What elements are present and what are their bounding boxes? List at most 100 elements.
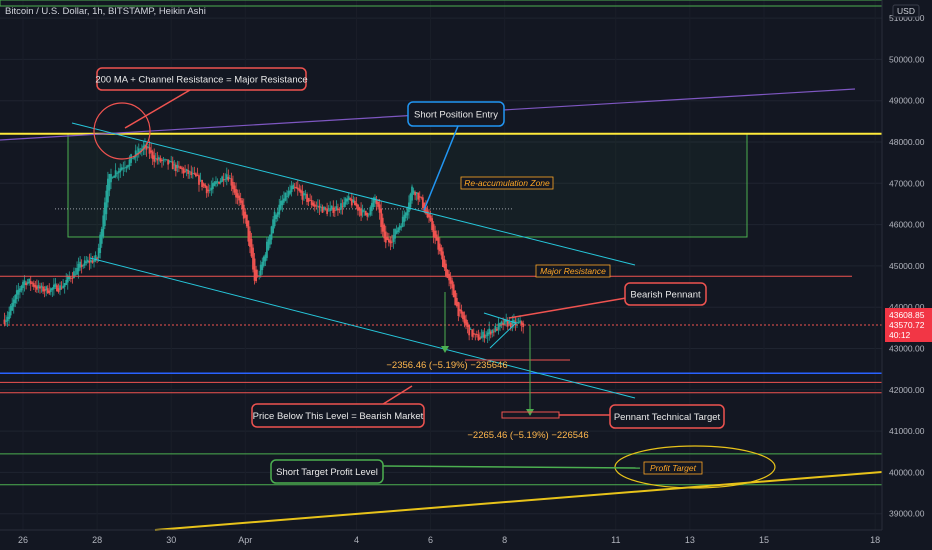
candle-body (242, 204, 245, 219)
candle-body (99, 234, 102, 253)
candle-body (482, 331, 484, 338)
candle-body (363, 210, 366, 212)
candle-body (406, 208, 409, 216)
time-axis[interactable]: 26 28 30 Apr 4 6 8 11 13 15 18 (0, 529, 882, 545)
candle-body (327, 210, 330, 212)
candle-body (218, 181, 220, 184)
candle-body (187, 170, 190, 174)
short-target-callout-text: Short Target Profit Level (276, 467, 378, 478)
short-target-callout-pointer (382, 465, 641, 469)
grid-lines (0, 17, 882, 515)
chart-title: Bitcoin / U.S. Dollar, 1h, BITSTAMP, Hei… (5, 6, 206, 17)
candle-body (125, 166, 128, 168)
candle-body (82, 265, 85, 267)
pennant-target-callout-box (609, 404, 725, 429)
bearish-pennant-callout-text: Bearish Pennant (630, 290, 701, 301)
candle-body (108, 174, 111, 191)
price-axis[interactable]: 51000.00 50000.00 49000.00 48000.00 47000.00… (881, 0, 932, 550)
candle-body (440, 247, 443, 256)
candle-body (434, 230, 437, 239)
candle-body (5, 320, 7, 322)
candle-body (350, 198, 353, 206)
candle-body (489, 331, 492, 335)
candle-body (269, 234, 271, 245)
candle-body (403, 214, 406, 222)
candle-body (349, 198, 352, 200)
profit-target-label-text: Profit Target (650, 463, 697, 473)
reaccumulation-zone (67, 133, 748, 238)
candle-body (389, 240, 392, 244)
candle-body (222, 179, 225, 181)
candle-body (252, 247, 254, 270)
candle-body (397, 227, 400, 233)
candle-body (278, 204, 281, 215)
candle-body (296, 187, 299, 190)
candle-body (329, 208, 332, 211)
candle-body (159, 158, 162, 162)
ma-resistance-callout-box (96, 67, 307, 91)
profit-target-label-box (643, 461, 703, 475)
candle-body (404, 212, 407, 219)
candle-body (56, 285, 58, 292)
candle-body (500, 321, 503, 325)
candle-body (19, 288, 21, 293)
candle-body (485, 335, 488, 337)
candle-body (130, 154, 132, 163)
candle-body (133, 156, 136, 159)
candle-body (519, 320, 521, 323)
candle-body (26, 282, 29, 284)
ma-resistance-callout-pointer (124, 89, 191, 129)
candle-body (225, 174, 228, 180)
candle-body (52, 284, 55, 290)
candle-body (391, 241, 393, 243)
candle-body (517, 322, 520, 323)
candle-body (171, 161, 174, 170)
candle-body (253, 258, 256, 281)
candle-body (73, 271, 75, 279)
candle-body (301, 191, 304, 200)
candle-body (184, 170, 186, 172)
candle-body (211, 182, 214, 189)
candle-body (284, 192, 287, 201)
candle-body (367, 214, 370, 216)
candle-body (167, 159, 170, 165)
candle-body (76, 267, 78, 275)
price-badge (885, 308, 932, 342)
candle-body (12, 299, 15, 307)
candle-body (136, 152, 139, 154)
candle-body (230, 178, 233, 186)
candle-body (191, 173, 194, 174)
bearish-pennant-callout-pointer (508, 297, 627, 319)
bearish-pennant-callout-box (624, 282, 707, 306)
candle-body (221, 176, 224, 182)
candle-body (338, 209, 341, 211)
candle-body (198, 175, 200, 185)
candle-body (97, 247, 100, 259)
candle-body (247, 220, 250, 242)
candle-body (378, 204, 381, 213)
candle-body (458, 309, 461, 312)
candle-body (408, 202, 410, 213)
candle-body (174, 164, 177, 172)
candle-body (426, 210, 429, 218)
candle-body (503, 319, 506, 325)
short-target-callout-box (270, 459, 384, 484)
candle-body (164, 159, 166, 161)
time-tick-label: 26 (18, 535, 28, 545)
candle-body (511, 320, 514, 326)
candle-body (227, 176, 230, 181)
candle-body (496, 328, 498, 331)
candle-body (281, 200, 284, 206)
candle-body (443, 259, 446, 269)
major-resistance-label-box (535, 264, 611, 278)
candle-body (395, 230, 398, 234)
candle-body (168, 161, 171, 163)
candle-body (11, 302, 14, 311)
measure-1-label: −2356.46 (−5.19%) −235646 (386, 360, 507, 371)
candle-body (267, 239, 270, 250)
candle-body (250, 238, 253, 257)
candle-body (352, 199, 355, 203)
candle-body (122, 167, 125, 169)
